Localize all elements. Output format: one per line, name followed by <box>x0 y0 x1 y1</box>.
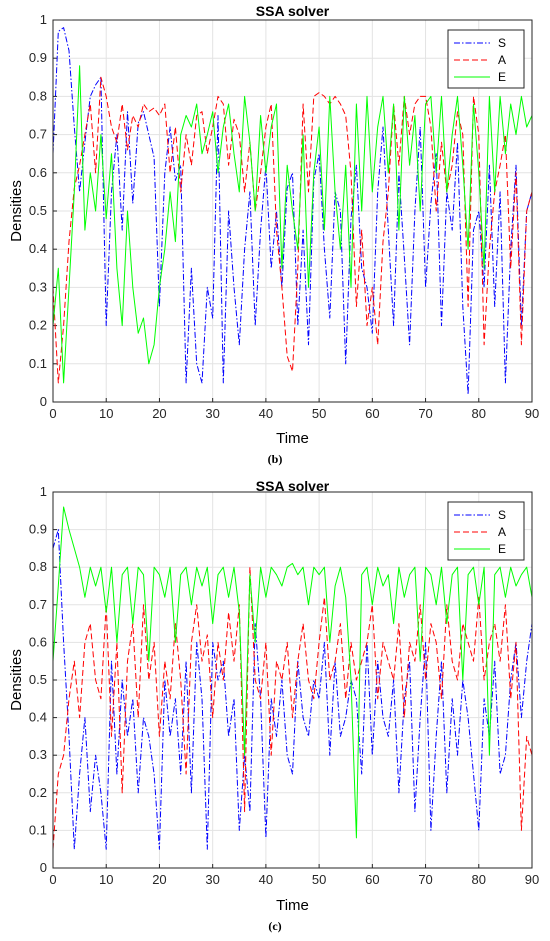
legend: SAE <box>447 29 525 89</box>
series-line-E <box>52 506 533 839</box>
y-tick-label: 0.5 <box>29 203 47 218</box>
chart-panel-0: 0 10 20 30 40 50 60 70 80 90 0 0.1 0.2 0.3 0.4 0.5 0.6 0.… <box>8 3 539 466</box>
chart-panel-1: 0 10 20 30 40 50 60 70 80 90 0 0.1 0.2 0.3 0.4 0.5 0.6 0.… <box>8 478 539 933</box>
y-tick-label: 0.3 <box>29 279 47 294</box>
x-tick-label: 90 <box>525 872 539 887</box>
y-tick-label: 0.2 <box>29 318 47 333</box>
y-tick-label: 0.3 <box>29 747 47 762</box>
x-tick-label: 40 <box>259 406 273 421</box>
series-line-S <box>52 529 533 850</box>
axes-box <box>52 19 533 403</box>
x-tick-label: 10 <box>99 406 113 421</box>
x-tick-label: 0 <box>49 406 56 421</box>
y-tick-label: 0.8 <box>29 88 47 103</box>
legend-label-A: A <box>498 53 506 67</box>
y-tick-label: 0.8 <box>29 559 47 574</box>
series-line-A <box>52 76 533 384</box>
y-tick-label: 0.4 <box>29 710 47 725</box>
x-tick-label: 30 <box>205 406 219 421</box>
legend-label-S: S <box>498 508 506 522</box>
x-tick-label: 70 <box>418 872 432 887</box>
y-tick-label: 0.9 <box>29 522 47 537</box>
legend: SAE <box>447 501 525 561</box>
legend-box <box>447 29 525 89</box>
legend-label-E: E <box>498 70 506 84</box>
chart-title: SSA solver <box>256 478 330 494</box>
y-tick-label: 0 <box>40 394 47 409</box>
y-tick-label: 0.6 <box>29 634 47 649</box>
y-tick-label: 0.5 <box>29 672 47 687</box>
x-axis-label: Time <box>276 897 309 914</box>
panel-caption: (b) <box>268 452 283 466</box>
y-tick-label: 0.7 <box>29 127 47 142</box>
legend-box <box>447 501 525 561</box>
series-line-E <box>52 65 533 384</box>
x-tick-label: 10 <box>99 872 113 887</box>
y-axis-label: Densities <box>8 649 25 711</box>
axes-box <box>52 491 533 869</box>
legend-label-A: A <box>498 525 506 539</box>
x-tick-label: 70 <box>418 406 432 421</box>
panel-caption: (c) <box>268 919 281 933</box>
series-line-S <box>52 27 533 395</box>
x-tick-label: 50 <box>312 406 326 421</box>
x-tick-label: 50 <box>312 872 326 887</box>
y-tick-label: 0 <box>40 860 47 875</box>
y-tick-label: 0.2 <box>29 785 47 800</box>
y-tick-label: 1 <box>40 484 47 499</box>
y-tick-label: 0.9 <box>29 50 47 65</box>
y-axis-label: Densities <box>8 180 25 242</box>
y-tick-label: 0.7 <box>29 597 47 612</box>
legend-label-E: E <box>498 542 506 556</box>
x-tick-label: 0 <box>49 872 56 887</box>
legend-label-S: S <box>498 36 506 50</box>
chart-title: SSA solver <box>256 3 330 19</box>
y-tick-label: 1 <box>40 12 47 27</box>
x-tick-label: 30 <box>205 872 219 887</box>
x-tick-label: 20 <box>152 406 166 421</box>
x-tick-label: 80 <box>472 872 486 887</box>
y-tick-label: 0.6 <box>29 165 47 180</box>
x-axis-label: Time <box>276 430 309 447</box>
x-tick-label: 60 <box>365 872 379 887</box>
x-tick-label: 90 <box>525 406 539 421</box>
x-tick-label: 60 <box>365 406 379 421</box>
y-tick-label: 0.1 <box>29 356 47 371</box>
x-tick-label: 80 <box>472 406 486 421</box>
x-tick-label: 20 <box>152 872 166 887</box>
y-tick-label: 0.4 <box>29 241 47 256</box>
x-tick-label: 40 <box>259 872 273 887</box>
y-tick-label: 0.1 <box>29 822 47 837</box>
